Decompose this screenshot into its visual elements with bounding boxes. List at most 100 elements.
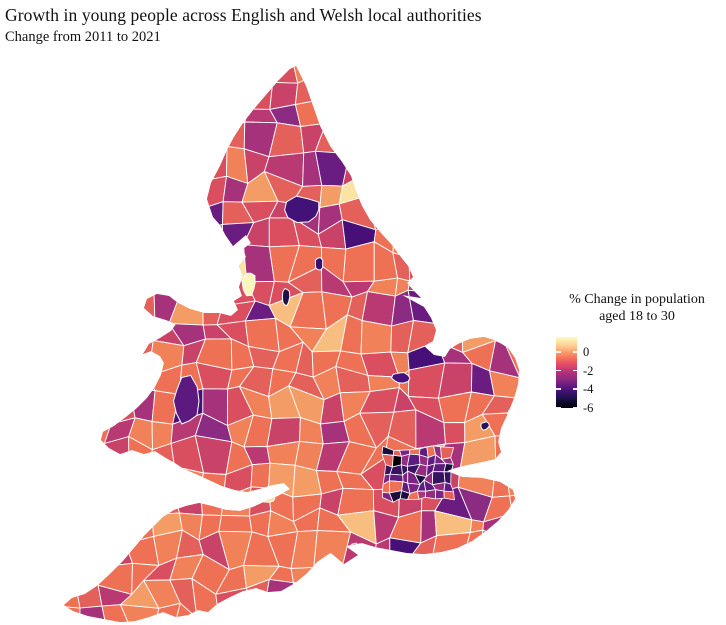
la-cell — [416, 601, 436, 622]
figure-subtitle: Change from 2011 to 2021 — [5, 29, 161, 45]
la-cell — [64, 145, 88, 181]
colorbar-tick-mark — [572, 351, 577, 353]
la-cell — [361, 77, 396, 109]
la-cell — [75, 169, 108, 208]
la-cell — [129, 73, 148, 107]
la-cell — [145, 75, 182, 114]
la-cell — [176, 208, 198, 233]
la-cell — [130, 200, 153, 233]
la-cell — [97, 266, 137, 304]
la-cell — [311, 66, 343, 89]
la-cell — [338, 98, 371, 128]
colorbar-wrap: 0 -2 -4 -6 — [556, 337, 726, 417]
la-cell — [479, 529, 517, 566]
la-cell — [64, 81, 80, 109]
la-cell — [102, 66, 132, 91]
la-cell — [218, 514, 253, 533]
la-cell — [391, 83, 419, 109]
la-cell — [468, 79, 487, 106]
la-cell — [64, 197, 81, 226]
la-cell — [443, 176, 470, 208]
la-cell — [441, 218, 460, 252]
colorbar-tick-mark — [572, 388, 577, 390]
la-cell — [504, 170, 519, 208]
la-cell — [442, 247, 460, 278]
la-cell — [484, 221, 518, 254]
la-cell — [242, 609, 268, 622]
la-cell — [64, 490, 74, 510]
la-cell — [361, 174, 393, 208]
highlight-region — [391, 372, 411, 384]
la-cell — [64, 127, 81, 148]
la-cell — [129, 175, 160, 203]
la-cell — [129, 223, 153, 244]
la-cell — [432, 555, 472, 584]
la-cell — [241, 81, 274, 110]
colorbar-gradient — [556, 337, 577, 408]
la-cell — [531, 465, 556, 496]
la-cell — [484, 299, 517, 320]
la-cell — [506, 465, 519, 497]
la-cell — [440, 267, 472, 296]
la-cell — [339, 66, 373, 89]
la-cell — [411, 153, 449, 178]
colorbar-tick-label: 0 — [583, 345, 590, 360]
la-cell — [434, 66, 471, 85]
la-cell — [465, 175, 487, 208]
la-cell — [74, 554, 101, 586]
la-cell — [411, 195, 445, 234]
la-cell — [392, 206, 413, 234]
la-cell — [507, 409, 519, 448]
la-cell — [516, 363, 519, 400]
la-cell — [505, 318, 519, 346]
la-cell — [129, 145, 160, 182]
la-cell — [64, 314, 87, 346]
la-cell — [503, 246, 519, 277]
la-cell — [64, 174, 88, 205]
la-cell — [149, 220, 177, 258]
la-cell — [76, 339, 111, 365]
la-cell — [361, 604, 397, 622]
la-cell — [392, 601, 421, 622]
london-borough-cell — [443, 490, 455, 501]
la-cell — [484, 79, 519, 106]
london-borough-cell — [424, 489, 437, 500]
la-cell — [494, 435, 519, 472]
la-cell — [540, 493, 565, 515]
la-cell — [64, 459, 79, 494]
la-cell — [77, 102, 112, 136]
la-cell — [151, 122, 183, 150]
la-cell — [362, 66, 393, 85]
la-cell — [385, 558, 423, 585]
legend-title-line2: aged 18 to 30 — [599, 309, 675, 324]
la-cell — [128, 486, 160, 516]
la-cell — [64, 223, 82, 257]
la-cell — [125, 122, 154, 153]
la-cell — [72, 323, 111, 342]
la-cell — [514, 299, 519, 325]
la-cell — [506, 435, 519, 472]
la-cell — [435, 123, 469, 161]
la-cell — [479, 269, 517, 305]
la-cell — [511, 132, 519, 159]
la-cell — [64, 243, 87, 281]
legend: % Change in population aged 18 to 30 0 -2… — [549, 291, 725, 415]
la-cell — [431, 607, 472, 622]
la-cell — [64, 289, 86, 325]
la-cell — [152, 145, 183, 186]
la-cell — [479, 251, 518, 277]
la-cell — [509, 492, 519, 515]
la-cell — [531, 82, 563, 113]
la-cell — [385, 66, 419, 87]
la-cell — [434, 581, 472, 615]
la-cell — [84, 276, 106, 293]
la-cell — [411, 176, 449, 211]
la-cell — [64, 577, 81, 609]
la-cell — [504, 149, 519, 180]
la-cell — [192, 75, 225, 110]
la-cell — [169, 75, 197, 114]
highlight-region — [349, 542, 360, 551]
la-cell — [410, 66, 447, 87]
colorbar-tick-mark — [556, 351, 561, 353]
